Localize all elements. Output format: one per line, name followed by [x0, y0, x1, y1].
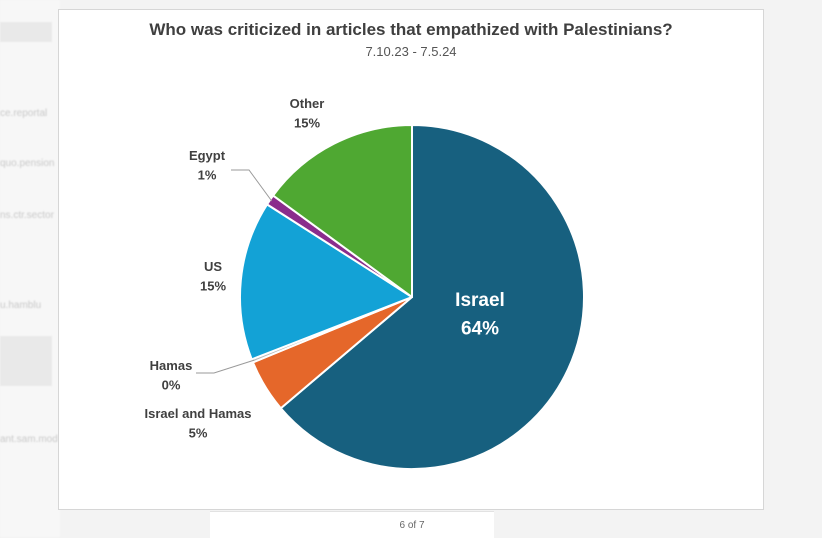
- background-panel: [0, 22, 52, 42]
- slice-value-us: 15%: [200, 279, 226, 294]
- slice-label-us: US: [204, 259, 222, 274]
- slice-value-egypt: 1%: [198, 168, 217, 183]
- background-text: ns.ctr.sector: [0, 210, 54, 221]
- page-indicator: 6 of 7: [399, 520, 425, 531]
- background-text: ce.reportal: [0, 108, 48, 119]
- pie-slice-us: [239, 203, 413, 361]
- slice-label-israel: Israel: [455, 290, 505, 311]
- slice-value-hamas: 0%: [162, 378, 181, 393]
- slice-label-other: Other: [290, 96, 325, 111]
- pie-slice-israel: [279, 124, 586, 470]
- slice-value-israel-and-hamas: 5%: [189, 426, 208, 441]
- chart-title: Who was criticized in articles that empa…: [149, 20, 673, 39]
- slice-label-hamas: Hamas: [150, 358, 193, 373]
- slice-label-egypt: Egypt: [189, 148, 226, 163]
- leader-line-egypt: [231, 169, 273, 202]
- slice-value-israel: 64%: [461, 319, 499, 340]
- pie-slice-other: [272, 124, 413, 298]
- background-text: u.hamblu: [0, 300, 42, 311]
- leader-line-hamas: [196, 359, 255, 374]
- chart-subtitle: 7.10.23 - 7.5.24: [365, 44, 457, 59]
- slice-value-other: 15%: [294, 116, 320, 131]
- slice-label-israel-and-hamas: Israel and Hamas: [145, 406, 252, 421]
- background-text: quo.pension: [0, 158, 55, 169]
- background-sidebar: [0, 0, 60, 537]
- background-panel: [0, 336, 52, 386]
- background-text: ant.sam.mod: [0, 434, 58, 445]
- viewer-footer: [210, 511, 494, 538]
